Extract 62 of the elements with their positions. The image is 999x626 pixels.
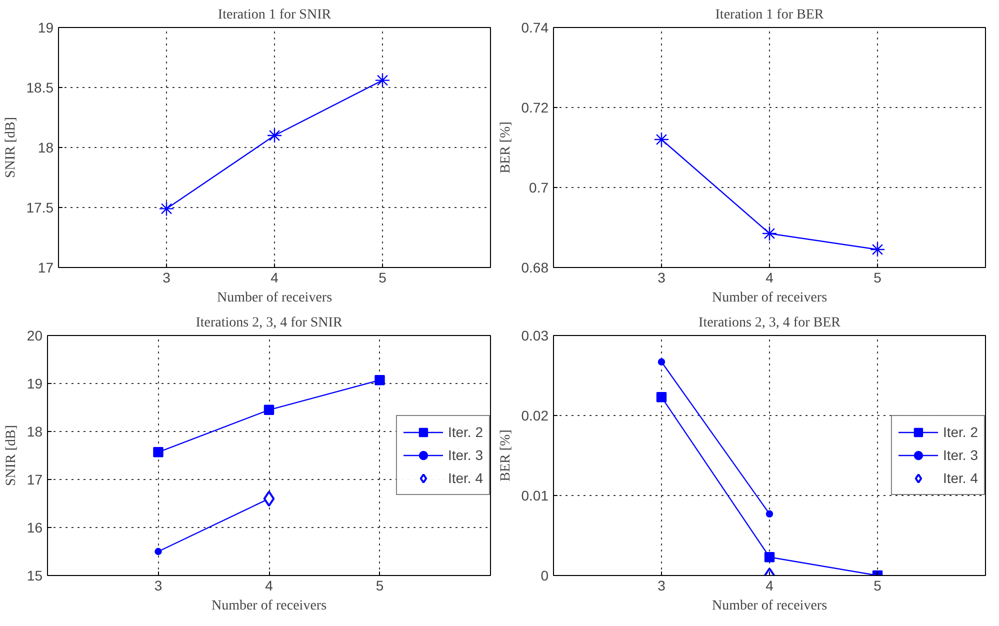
legend-label: Iter. 2 (942, 424, 978, 440)
y-tick-label: 18 (38, 140, 54, 156)
legend-label: Iter. 4 (448, 470, 483, 486)
y-tick-label: 17 (26, 472, 43, 488)
y-tick-label: 19 (38, 20, 54, 36)
y-axis-title: SNIR [dB] (3, 116, 18, 178)
point (870, 242, 886, 258)
y-tick-label: 15 (26, 568, 43, 584)
x-tick-label: 3 (658, 270, 666, 286)
legend-label: Iter. 2 (448, 424, 483, 440)
legend-label: Iter. 3 (942, 447, 978, 463)
x-tick-label: 4 (265, 578, 274, 594)
point (374, 72, 390, 88)
x-tick-label: 4 (270, 270, 279, 286)
y-tick-label: 0.74 (521, 20, 549, 36)
x-axis-title: Number of receivers (712, 598, 828, 614)
chart-title: Iterations 2, 3, 4 for BER (698, 316, 842, 330)
y-tick-label: 0 (540, 568, 549, 584)
x-tick-label: 3 (162, 270, 171, 286)
chart-title: Iteration 1 for BER (715, 8, 824, 22)
x-tick-label: 5 (874, 270, 882, 286)
x-tick-label: 4 (766, 270, 774, 286)
y-tick-label: 16 (26, 520, 43, 536)
point (658, 358, 666, 366)
x-tick-label: 3 (154, 578, 162, 594)
y-tick-label: 17 (38, 260, 54, 276)
x-tick-label: 4 (766, 578, 774, 594)
y-axis-title: SNIR [dB] (4, 424, 19, 486)
y-tick-label: 0.72 (521, 100, 549, 116)
point (153, 447, 164, 458)
y-tick-label: 20 (26, 328, 43, 344)
point (263, 490, 275, 507)
y-axis-title: BER [%] (498, 430, 514, 482)
y-tick-label: 17.5 (26, 200, 54, 216)
y-tick-label: 18.5 (26, 80, 54, 96)
x-tick-label: 5 (376, 578, 384, 594)
x-axis-title: Number of receivers (712, 290, 828, 306)
legend-label: Iter. 3 (448, 447, 483, 463)
point (266, 128, 282, 144)
y-axis-title: BER [%] (498, 122, 514, 174)
chart-title: Iterations 2, 3, 4 for SNIR (196, 316, 343, 330)
y-tick-label: 0.68 (521, 260, 549, 276)
y-tick-label: 19 (26, 376, 43, 392)
x-tick-label: 5 (378, 270, 387, 286)
x-tick-label: 5 (874, 578, 882, 594)
point (158, 201, 174, 216)
point (762, 226, 778, 242)
legend-label: Iter. 4 (942, 470, 978, 486)
point (374, 375, 385, 386)
point (154, 548, 162, 556)
y-tick-label: 0.01 (521, 488, 549, 504)
point (654, 132, 670, 148)
y-tick-label: 0.7 (529, 180, 549, 196)
x-axis-title: Number of receivers (216, 290, 332, 306)
y-tick-label: 18 (26, 424, 43, 440)
point (264, 404, 274, 415)
y-tick-label: 0.02 (521, 408, 549, 424)
point (656, 392, 667, 402)
x-axis-title: Number of receivers (211, 598, 327, 614)
x-tick-label: 3 (658, 578, 666, 594)
chart-title: Iteration 1 for SNIR (218, 8, 332, 22)
y-tick-label: 0.03 (521, 328, 549, 344)
